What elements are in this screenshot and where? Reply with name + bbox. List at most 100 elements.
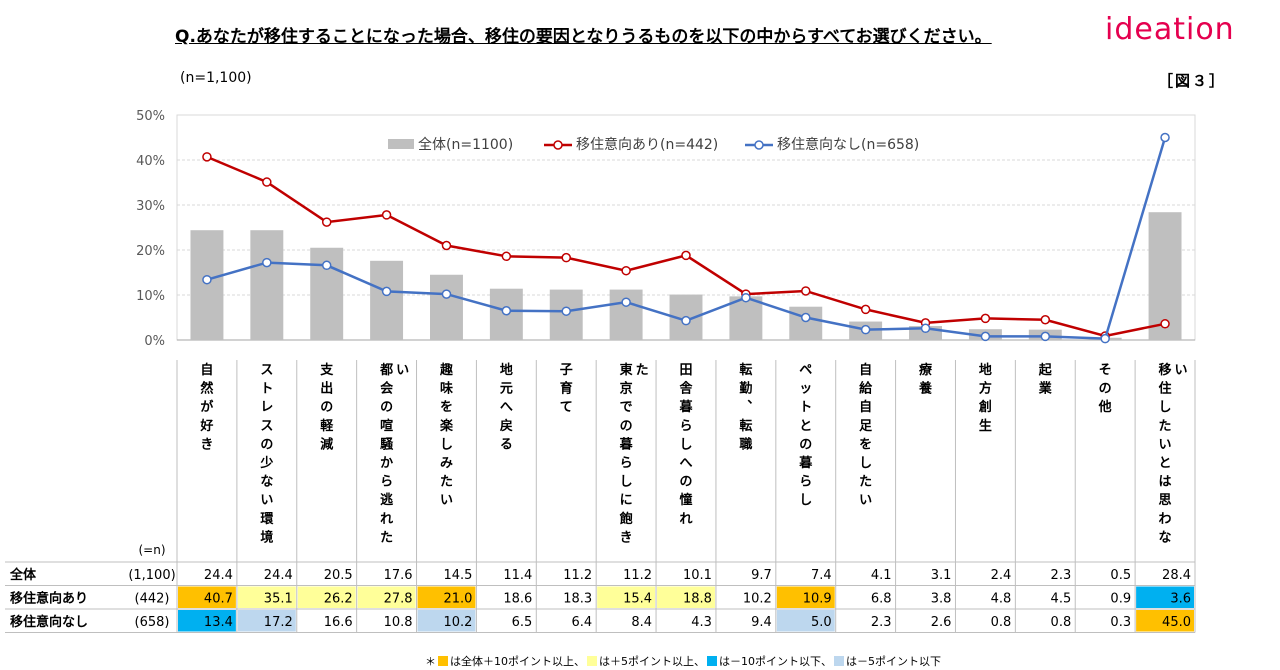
table-cell: 40.7	[204, 591, 233, 606]
category-label-char: し	[440, 437, 453, 452]
point-no	[262, 257, 272, 268]
footnote-up5: は＋5ポイント以上、	[599, 655, 705, 668]
table-cell: 10.1	[683, 568, 712, 583]
category-label-char: た	[380, 530, 393, 545]
category-label-char: ら	[620, 456, 633, 471]
category-label-char: と	[799, 419, 812, 434]
category-label-char: み	[440, 456, 453, 471]
table-cell: 6.5	[512, 615, 533, 630]
category-label-char: 方	[979, 381, 992, 397]
category-label-char: の	[260, 437, 273, 452]
category-label-char: の	[679, 475, 692, 490]
table-cell: 4.3	[691, 615, 712, 630]
category-label-char: た	[440, 475, 453, 490]
category-label-char: 住	[1159, 381, 1172, 397]
y-tick-label: 20%	[136, 244, 165, 259]
category-label-char: 然	[200, 381, 213, 397]
legend-swatch-down10	[707, 656, 717, 666]
highlight-cell	[178, 586, 236, 608]
category-label-char: 趣	[439, 362, 454, 378]
point-yes	[681, 250, 691, 261]
bar	[1148, 212, 1182, 340]
category-label-char: 舎	[679, 381, 693, 397]
category-label-char: な	[1159, 530, 1172, 545]
table-cell: 9.4	[751, 615, 772, 630]
highlight-cell	[297, 586, 356, 608]
table-cell: 28.4	[1162, 568, 1191, 583]
table-cell: 4.5	[1051, 591, 1072, 606]
category-label-char: わ	[1159, 512, 1172, 527]
category-label-char: 職	[739, 436, 752, 452]
category-label-char: 楽	[439, 418, 454, 434]
ideation-logo: ideation	[1105, 12, 1235, 47]
category-label-char: 暮	[678, 399, 693, 415]
bar	[609, 289, 643, 340]
table-cell: 0.8	[1051, 615, 1072, 630]
table-row-n: (658)	[135, 615, 170, 630]
category-label-char: 京	[620, 381, 633, 397]
category-label-char: 移	[1159, 362, 1172, 378]
legend-label: 移住意向あり(n=442)	[576, 136, 718, 153]
category-label-char: き	[620, 530, 633, 545]
bar	[250, 230, 284, 340]
table-cell: 15.4	[623, 591, 652, 606]
table-cell: 8.4	[631, 615, 652, 630]
category-label-char: い	[1175, 363, 1188, 378]
point-no	[681, 315, 691, 326]
category-label-char: 好	[199, 418, 213, 434]
point-yes	[262, 177, 272, 187]
category-label-char: 療	[919, 362, 933, 378]
category-label-char: 転	[739, 362, 752, 378]
table-cell: 18.6	[503, 591, 532, 606]
table-cell: 13.4	[204, 615, 233, 630]
category-label-char: 騒	[379, 437, 394, 452]
highlight-cell	[237, 610, 296, 632]
highlight-cell	[776, 586, 835, 608]
point-yes	[501, 251, 512, 262]
point-yes	[1040, 315, 1051, 325]
table-row-label: 移住意向あり	[10, 590, 88, 606]
point-yes	[441, 240, 452, 251]
bar	[430, 274, 463, 340]
category-label-char: 出	[320, 381, 333, 397]
category-label-char: を	[440, 400, 453, 415]
highlight-cell	[357, 586, 416, 608]
point-no	[321, 260, 332, 271]
legend-swatch-bar	[388, 139, 414, 149]
category-label-char: き	[200, 437, 213, 452]
table-cell: 10.8	[384, 615, 413, 630]
category-label-char: を	[859, 437, 872, 452]
category-label-char: 暮	[619, 436, 634, 452]
highlight-cell	[597, 586, 656, 608]
point-yes	[801, 286, 811, 296]
category-label-char: へ	[679, 456, 692, 471]
category-label-char: い	[260, 493, 273, 508]
category-label-char: 減	[320, 436, 333, 452]
category-label-char: 環	[260, 512, 274, 527]
point-yes	[321, 217, 332, 227]
category-label-char: い	[440, 493, 453, 508]
table-cell: 45.0	[1162, 615, 1191, 630]
category-label-char: 元	[500, 382, 513, 397]
table-cell: 7.4	[811, 568, 832, 583]
category-label-char: 養	[918, 381, 932, 397]
category-label-char: し	[1159, 400, 1172, 415]
highlight-cell	[1136, 610, 1194, 632]
table-cell: 17.2	[264, 615, 293, 630]
footnote-down5: は－5ポイント以下	[846, 655, 941, 668]
category-label-char: た	[859, 475, 872, 490]
point-yes	[860, 304, 871, 315]
table-cell: 3.1	[931, 568, 952, 583]
category-label-char: 都	[379, 362, 393, 378]
category-label-char: 憧	[679, 492, 692, 508]
category-label-char: の	[1099, 382, 1112, 397]
category-label-char: 自	[859, 399, 872, 415]
category-label-char: た	[1159, 419, 1172, 434]
category-label-char: 少	[259, 455, 273, 471]
category-label-char: ス	[260, 419, 273, 434]
point-no	[381, 286, 392, 297]
category-label-char: そ	[1099, 363, 1112, 378]
category-label-char: し	[799, 493, 812, 508]
category-label-char: い	[859, 493, 872, 508]
category-label-char: の	[620, 419, 633, 434]
